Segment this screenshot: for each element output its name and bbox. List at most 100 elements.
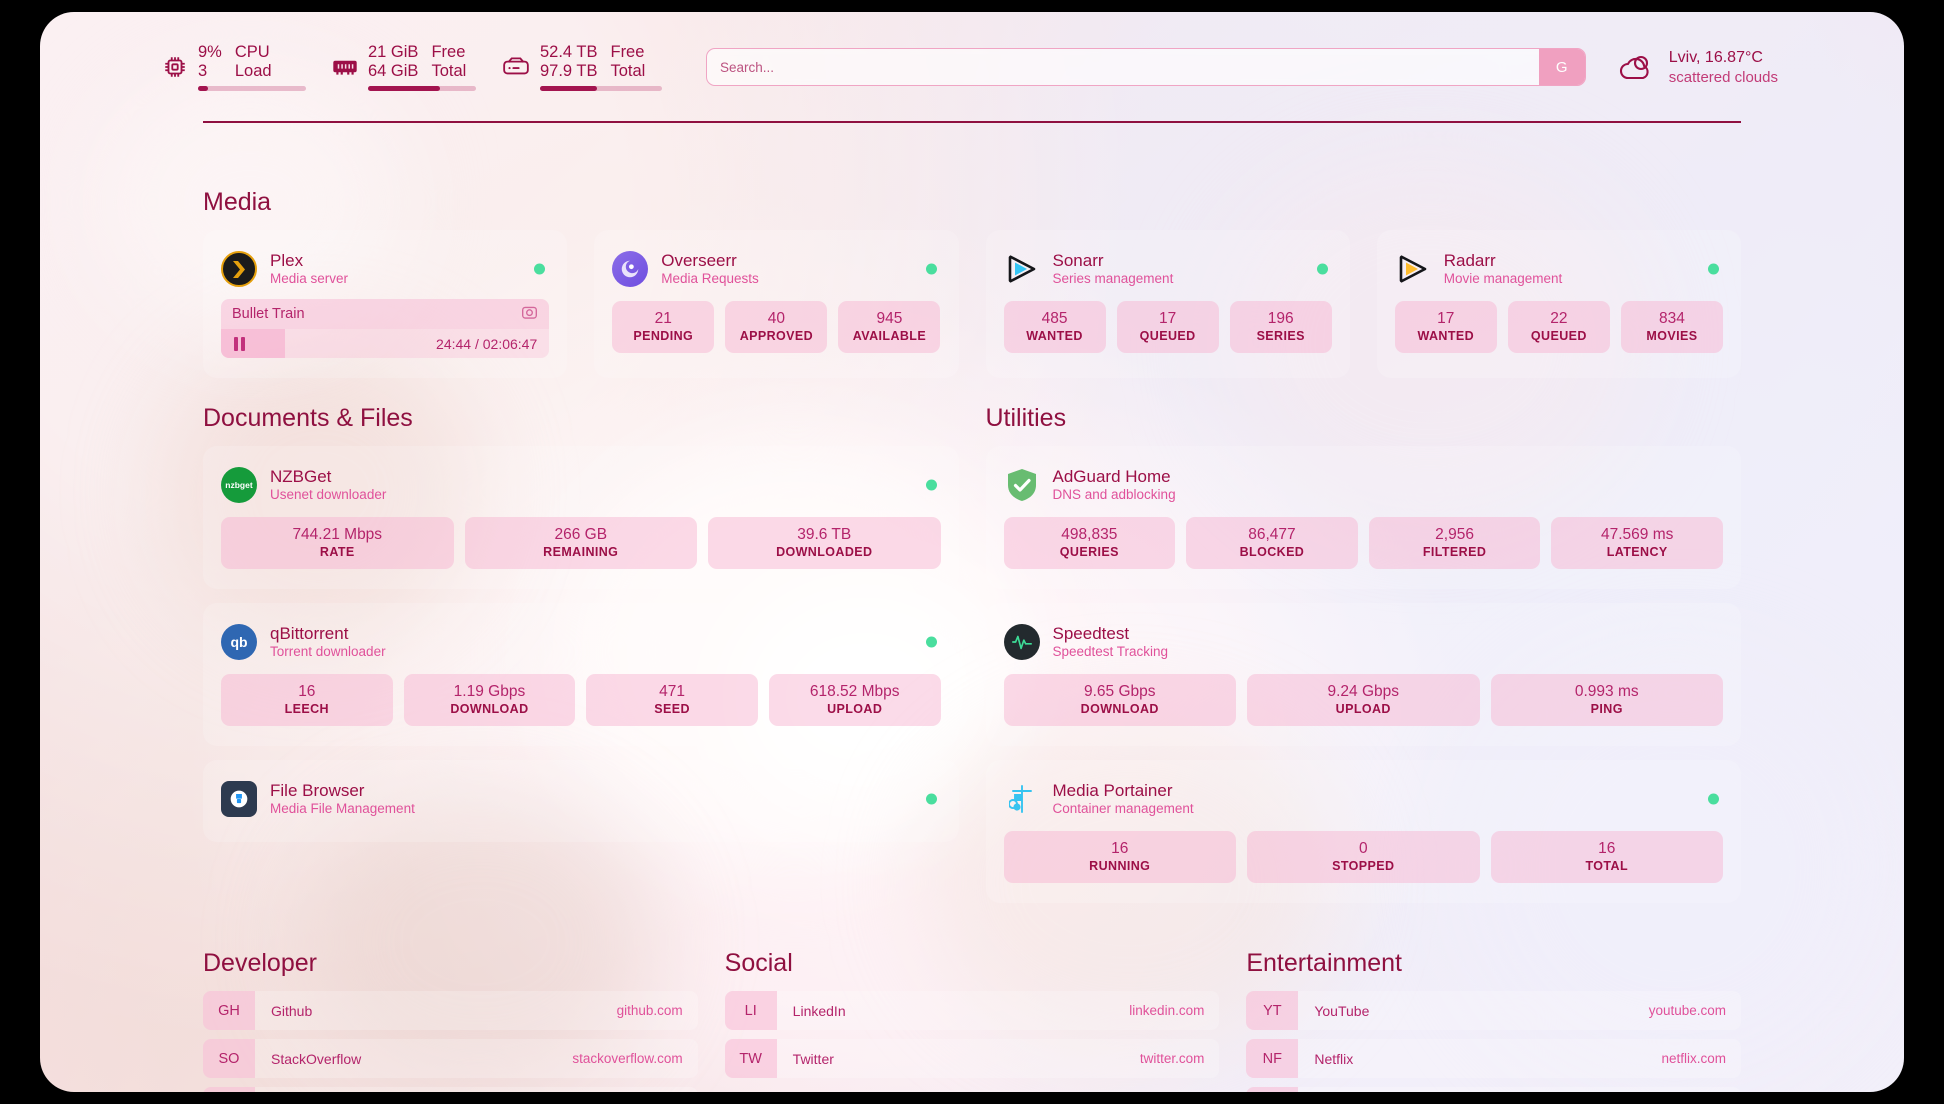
portainer-status-dot	[1708, 793, 1719, 805]
stat-label: UPLOAD	[1335, 702, 1391, 716]
service-card-speedtest[interactable]: Speedtest Speedtest Tracking 9.65 Gbps D…	[985, 603, 1741, 746]
stat-value: 9.65 Gbps	[1083, 683, 1156, 700]
stat-label: WANTED	[1417, 329, 1475, 343]
stat-value: 86,477	[1248, 526, 1296, 543]
stat-tile: 40 APPROVED	[725, 301, 828, 353]
stat-label: RUNNING	[1089, 859, 1151, 873]
stat-label: DOWNLOADED	[776, 545, 873, 559]
nzbget-status-dot	[925, 479, 937, 491]
portainer-icon	[1004, 781, 1040, 817]
disk-value-1: 52.4 TB	[540, 43, 598, 61]
main-content: Media Plex Media server	[203, 188, 1742, 1092]
stat-tile: 16 TOTAL	[1490, 831, 1723, 883]
sonarr-name: Sonarr	[1052, 251, 1104, 270]
stat-tile: 16 LEECH	[221, 674, 393, 726]
plex-playback-bar[interactable]: 24:44 / 02:06:47	[221, 329, 550, 358]
qbittorrent-name: qBittorrent	[270, 624, 349, 643]
pause-icon[interactable]	[221, 336, 245, 351]
bookmark-item[interactable]: DT DEV dev.to	[203, 1087, 698, 1092]
service-card-qbittorrent[interactable]: qb qBittorrent Torrent downloader 16 LEE…	[203, 603, 959, 746]
service-card-overseerr[interactable]: Overseerr Media Requests 21 PENDING	[594, 230, 959, 378]
stat-label: APPROVED	[739, 329, 814, 343]
nzbget-subtitle: Usenet downloader	[270, 487, 387, 502]
stat-label: LATENCY	[1606, 545, 1668, 559]
header-divider	[203, 121, 1741, 123]
stat-label: LEECH	[284, 702, 329, 716]
disk-label-1: Free	[610, 43, 645, 61]
service-card-plex[interactable]: Plex Media server Bullet Train	[203, 230, 568, 378]
stat-tile: 744.21 Mbps RATE	[221, 517, 454, 569]
screenshot-icon[interactable]	[521, 304, 538, 325]
file-browser-icon	[221, 781, 257, 817]
section-media: Media Plex Media server	[203, 188, 1741, 378]
bookmark-item[interactable]: LI LinkedIn linkedin.com	[724, 991, 1220, 1030]
service-card-radarr[interactable]: Radarr Movie management 17 WANTED 2	[1376, 230, 1741, 378]
speedtest-icon	[1003, 624, 1040, 660]
file-browser-name: File Browser	[270, 781, 365, 800]
stat-tile: 21 PENDING	[612, 301, 715, 353]
stat-value: 9.24 Gbps	[1327, 683, 1400, 700]
service-card-nzbget[interactable]: nzbget NZBGet Usenet downloader 744.21 M…	[203, 446, 959, 589]
bookmark-url: youtube.com	[1648, 1003, 1727, 1018]
disk-progress-track	[540, 86, 662, 91]
stat-value: 266 GB	[554, 526, 608, 543]
bookmark-item[interactable]: YT YouTube youtube.com	[1246, 991, 1742, 1030]
service-card-media-portainer[interactable]: Media Portainer Container management 16 …	[985, 760, 1741, 903]
stat-tile: 47.569 ms LATENCY	[1551, 517, 1723, 569]
bookmark-item[interactable]: TW Twitter twitter.com	[724, 1039, 1220, 1078]
radarr-stats: 17 WANTED 22 QUEUED 834 MOVIES	[1394, 301, 1723, 353]
bookmark-item[interactable]: GH Github github.com	[203, 991, 698, 1030]
service-card-sonarr[interactable]: Sonarr Series management 485 WANTED	[985, 230, 1350, 378]
cpu-value-2: 3	[198, 62, 208, 80]
search-input[interactable]	[707, 49, 1539, 85]
disk-value-2: 97.9 TB	[540, 62, 598, 80]
plex-icon	[221, 251, 257, 287]
bookmark-abbr: GH	[203, 991, 255, 1030]
bookmark-url: stackoverflow.com	[572, 1051, 683, 1066]
bookmark-item[interactable]: NF Netflix netflix.com	[1246, 1039, 1742, 1078]
stat-label: DOWNLOAD	[1080, 702, 1159, 716]
bookmark-name: YouTube	[1314, 1002, 1370, 1019]
cloud-icon	[1616, 52, 1656, 82]
portainer-name: Media Portainer	[1052, 781, 1173, 800]
overseerr-name: Overseerr	[661, 251, 737, 270]
stat-value: 2,956	[1435, 526, 1474, 543]
adguard-name: AdGuard Home	[1052, 467, 1171, 486]
sonarr-subtitle: Series management	[1052, 271, 1174, 286]
overseerr-subtitle: Media Requests	[661, 271, 759, 286]
disk-progress-fill	[540, 86, 598, 91]
portainer-stats: 16 RUNNING 0 STOPPED 16 TOTAL	[1003, 831, 1723, 883]
nzbget-name: NZBGet	[270, 467, 332, 486]
stat-value: 16	[1111, 840, 1129, 857]
radarr-name: Radarr	[1443, 251, 1496, 270]
stat-tile: 17 WANTED	[1394, 301, 1497, 353]
service-card-file-browser[interactable]: File Browser Media File Management	[203, 760, 959, 842]
search-submit-button[interactable]: G	[1538, 49, 1585, 85]
stat-tile: 834 MOVIES	[1620, 301, 1723, 353]
qbittorrent-icon: qb	[221, 624, 257, 660]
weather-widget[interactable]: Lviv, 16.87°C scattered clouds	[1616, 49, 1778, 86]
stat-value: 47.569 ms	[1600, 526, 1674, 543]
stat-value: 16	[298, 683, 316, 700]
stat-tile: 39.6 TB DOWNLOADED	[708, 517, 941, 569]
bookmark-url: linkedin.com	[1129, 1003, 1205, 1018]
bookmark-item[interactable]: SO StackOverflow stackoverflow.com	[203, 1039, 698, 1078]
sonarr-stats: 485 WANTED 17 QUEUED 196 SERIES	[1003, 301, 1332, 353]
plex-total: 02:06:47	[482, 335, 538, 352]
overseerr-icon	[612, 251, 649, 287]
adguard-icon	[1004, 467, 1040, 503]
service-card-adguard[interactable]: AdGuard Home DNS and adblocking 498,835 …	[985, 446, 1741, 589]
adguard-subtitle: DNS and adblocking	[1052, 487, 1176, 502]
media-row: Plex Media server Bullet Train	[203, 230, 1741, 378]
stat-label: STOPPED	[1332, 859, 1395, 873]
stat-value: 21	[654, 310, 672, 327]
search-box[interactable]: G	[706, 48, 1586, 86]
stat-tile: 266 GB REMAINING	[464, 517, 697, 569]
section-documents: Documents & Files nzbget NZBGet Usenet d…	[203, 404, 959, 903]
stat-value: 17	[1158, 310, 1177, 327]
stat-tile: 485 WANTED	[1003, 301, 1106, 353]
bookmark-group-title: Social	[724, 949, 793, 977]
bookmark-item[interactable]: RE Reddit reddit.com	[1246, 1087, 1742, 1092]
cpu-icon	[162, 54, 188, 80]
bookmark-url: twitter.com	[1139, 1051, 1205, 1066]
